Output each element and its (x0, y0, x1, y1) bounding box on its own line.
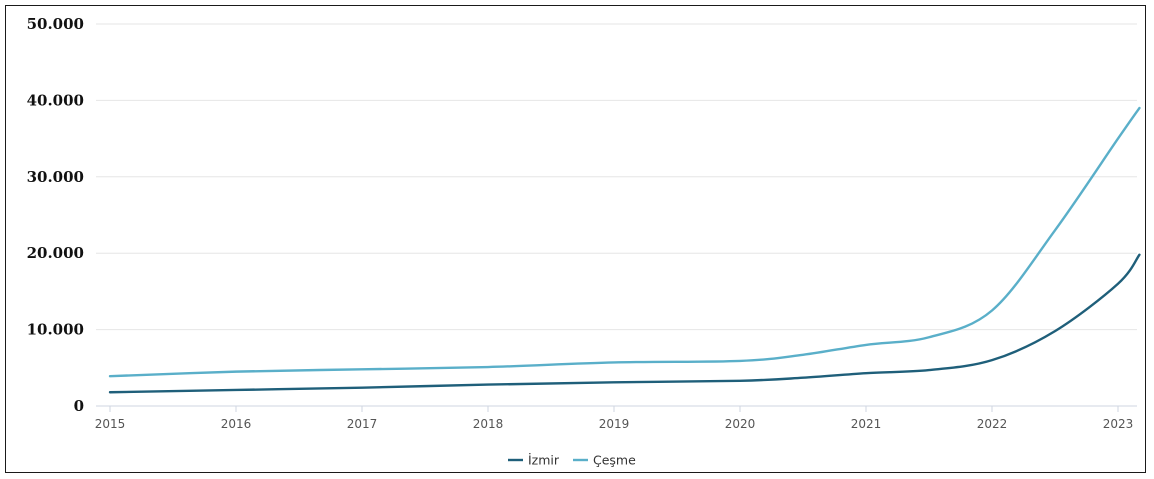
y-tick-label: 10.000 (27, 321, 84, 339)
y-axis-ticks: 0 10.000 20.000 30.000 40.000 50.000 (27, 15, 84, 415)
x-tick-label: 2023 (1103, 417, 1134, 431)
x-tick-label: 2021 (851, 417, 882, 431)
legend-item[interactable]: Çeşme (573, 453, 636, 468)
x-tick-label: 2019 (599, 417, 630, 431)
x-tick-label: 2015 (95, 417, 126, 431)
y-tick-label: 20.000 (27, 244, 84, 262)
x-tick-label: 2018 (473, 417, 504, 431)
x-tick-label: 2022 (977, 417, 1008, 431)
y-tick-label: 50.000 (27, 15, 84, 33)
series-line-izmir (108, 253, 1141, 394)
gridlines (96, 23, 1137, 331)
legend: İzmir Çeşme (508, 453, 636, 468)
series-line-cesme (108, 106, 1141, 378)
y-tick-label: 40.000 (27, 91, 84, 109)
legend-label: Çeşme (593, 453, 636, 468)
series-lines (108, 106, 1141, 394)
chart-frame (5, 5, 1146, 473)
x-tick-label: 2020 (725, 417, 756, 431)
y-tick-label: 0 (74, 397, 84, 415)
x-tick-label: 2016 (221, 417, 252, 431)
legend-item[interactable]: İzmir (508, 453, 560, 468)
x-tick-label: 2017 (347, 417, 378, 431)
y-tick-label: 30.000 (27, 168, 84, 186)
legend-label: İzmir (528, 453, 560, 468)
x-axis: 2015 2016 2017 2018 2019 2020 2021 2022 2023 (95, 405, 1137, 431)
